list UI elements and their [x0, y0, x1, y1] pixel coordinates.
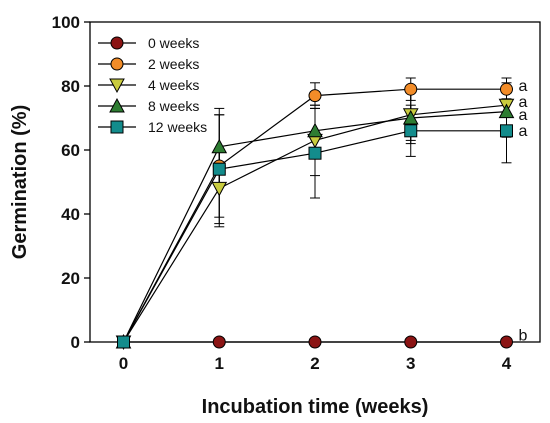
y-tick-label: 80 [61, 77, 80, 96]
legend-label: 8 weeks [148, 98, 199, 114]
y-tick-label: 60 [61, 141, 80, 160]
data-point [307, 122, 323, 138]
legend-marker [110, 57, 124, 71]
data-point [117, 335, 131, 349]
legend-marker [109, 97, 125, 113]
data-point [211, 138, 228, 154]
markers-12-weeks [117, 124, 513, 349]
legend-label: 12 weeks [148, 119, 207, 135]
data-point [499, 335, 513, 349]
data-point [308, 335, 322, 349]
x-axis-title: Incubation time (weeks) [202, 396, 429, 418]
series-2-weeks [122, 77, 512, 343]
data-point [404, 124, 418, 138]
data-point [211, 181, 228, 197]
data-point [499, 82, 513, 96]
legend-marker [110, 120, 124, 134]
significance-letter: a [518, 94, 527, 111]
legend-label: 0 weeks [148, 35, 199, 51]
data-point [404, 335, 418, 349]
x-tick-label: 4 [502, 354, 512, 373]
x-tick-label: 0 [119, 354, 128, 373]
y-tick-label: 40 [61, 205, 80, 224]
x-tick-label: 2 [310, 354, 319, 373]
data-point [498, 103, 515, 119]
data-point [308, 89, 322, 103]
legend-marker [110, 36, 124, 50]
data-point [308, 146, 322, 160]
legend-marker [109, 78, 125, 94]
data-point [402, 109, 419, 125]
x-tick-label: 1 [215, 354, 224, 373]
x-tick-label: 3 [406, 354, 415, 373]
data-point [212, 162, 226, 176]
significance-letter: a [518, 78, 527, 95]
legend-label: 4 weeks [148, 77, 199, 93]
significance-letter: a [518, 107, 527, 124]
y-tick-label: 0 [71, 333, 80, 352]
y-axis-title: Germination (%) [9, 105, 31, 259]
significance-letter: a [518, 123, 527, 140]
data-point [499, 124, 513, 138]
series-layer [115, 77, 515, 351]
y-tick-label: 20 [61, 269, 80, 288]
legend: 0 weeks 2 weeks 4 weeks 8 weeks 12 weeks [98, 35, 207, 135]
data-point [404, 82, 418, 96]
legend-label: 2 weeks [148, 56, 199, 72]
y-tick-label: 100 [52, 13, 80, 32]
significance-letter: b [518, 328, 527, 345]
data-point [212, 335, 226, 349]
